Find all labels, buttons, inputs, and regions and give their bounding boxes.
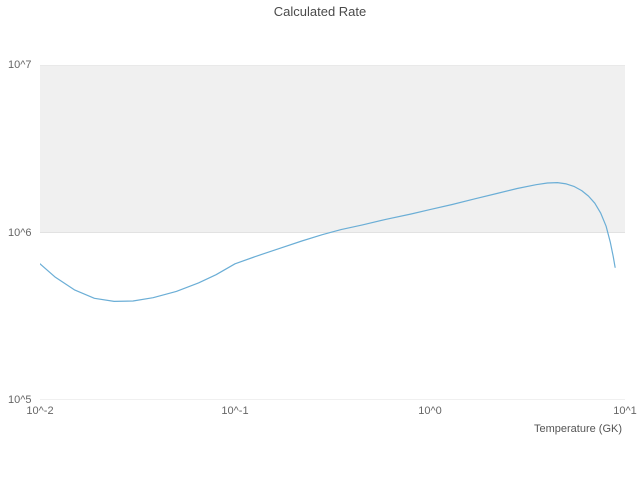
chart-title: Calculated Rate [273, 4, 367, 19]
rate-line-series [39, 182, 616, 302]
x-tick-label: 10^-1 [221, 405, 249, 417]
x-tick-label: 10^1 [613, 405, 637, 417]
y-tick-label: 10^5 [8, 394, 32, 406]
plot-band [40, 65, 625, 233]
x-axis-label: Temperature (GK) [533, 423, 622, 435]
y-tick-label: 10^6 [8, 226, 32, 239]
x-tick-label: 10^-2 [26, 405, 54, 417]
x-tick-label: 10^0 [418, 405, 442, 417]
y-tick-label: 10^7 [8, 59, 32, 71]
plot-area [39, 64, 625, 401]
plot-canvas [39, 64, 625, 401]
